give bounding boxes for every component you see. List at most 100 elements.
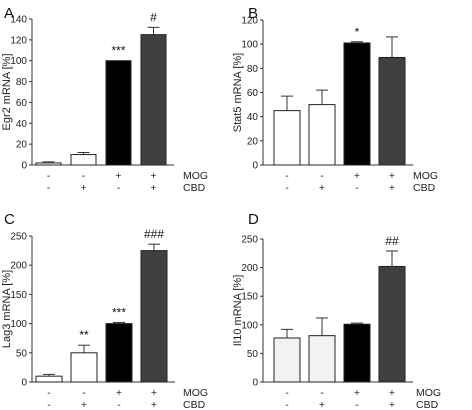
condition-sign: - <box>47 170 51 182</box>
y-tick-label: 20 <box>247 136 259 147</box>
condition-sign: - <box>82 170 86 182</box>
y-tick-label: 250 <box>241 235 258 246</box>
bar <box>308 104 336 166</box>
y-axis-label: Egr2 mRNA [%] <box>1 53 13 130</box>
y-tick-label: 120 <box>241 16 258 27</box>
condition-sign: + <box>319 182 325 194</box>
y-tick-label: 50 <box>16 348 28 359</box>
panel-label: C <box>4 211 15 228</box>
y-tick-label: 0 <box>252 378 258 389</box>
condition-sign: + <box>354 170 360 182</box>
y-tick-label: 100 <box>10 56 27 67</box>
condition-sign: - <box>285 387 289 399</box>
y-tick-label: 250 <box>10 232 27 243</box>
y-tick-label: 0 <box>21 378 27 389</box>
condition-sign: + <box>389 170 395 182</box>
significance-label: *** <box>111 44 125 58</box>
condition-sign: - <box>355 399 359 410</box>
condition-label: MOG <box>413 170 438 182</box>
condition-sign: + <box>389 399 395 410</box>
condition-sign: - <box>285 182 289 194</box>
condition-sign: - <box>47 387 51 399</box>
significance-label: *** <box>112 305 126 319</box>
y-tick-label: 80 <box>247 64 259 75</box>
significance-label: ### <box>144 227 164 241</box>
condition-label: CBD <box>183 399 206 410</box>
condition-sign: + <box>116 387 122 399</box>
condition-sign: + <box>115 170 121 182</box>
bar <box>343 42 371 166</box>
bar <box>70 154 97 166</box>
y-tick-label: 120 <box>10 35 27 46</box>
y-tick-label: 40 <box>16 119 28 130</box>
condition-sign: + <box>151 387 157 399</box>
condition-label: CBD <box>416 399 439 410</box>
y-tick-label: 50 <box>247 349 259 360</box>
y-axis-label: Lag3 mRNA [%] <box>1 270 13 348</box>
condition-sign: + <box>319 399 325 410</box>
condition-label: CBD <box>413 182 436 194</box>
significance-label: ** <box>79 328 89 342</box>
condition-sign: - <box>117 399 121 410</box>
y-axis-label: Stat5 mRNA [%] <box>232 53 244 132</box>
y-tick-label: 100 <box>241 40 258 51</box>
y-tick-label: 150 <box>241 292 258 303</box>
bar <box>140 250 168 383</box>
bar <box>35 162 62 166</box>
y-tick-label: 0 <box>252 161 258 172</box>
y-tick-label: 60 <box>16 98 28 109</box>
bar <box>378 265 406 383</box>
y-tick-label: 100 <box>241 320 258 331</box>
bar <box>140 34 167 166</box>
y-tick-label: 0 <box>21 161 27 172</box>
condition-sign: + <box>81 399 87 410</box>
condition-sign: - <box>47 182 51 194</box>
y-tick-label: 200 <box>10 261 27 272</box>
condition-sign: - <box>285 170 289 182</box>
bar <box>70 352 98 383</box>
condition-sign: - <box>82 387 86 399</box>
y-tick-label: 150 <box>10 290 27 301</box>
bar <box>105 323 133 383</box>
bar <box>35 375 63 383</box>
bar <box>273 337 301 383</box>
bar <box>378 56 406 166</box>
condition-sign: + <box>151 399 157 410</box>
bar <box>343 323 371 383</box>
panel-label: B <box>248 5 258 22</box>
condition-sign: - <box>117 182 121 194</box>
significance-label: ## <box>385 234 399 248</box>
bar <box>273 110 301 166</box>
y-tick-label: 140 <box>10 15 27 26</box>
condition-sign: + <box>80 182 86 194</box>
condition-sign: + <box>354 387 360 399</box>
condition-sign: - <box>285 399 289 410</box>
condition-sign: - <box>320 387 324 399</box>
y-tick-label: 100 <box>10 319 27 330</box>
y-tick-label: 60 <box>247 88 259 99</box>
condition-label: MOG <box>183 170 208 182</box>
condition-sign: - <box>320 170 324 182</box>
condition-sign: + <box>389 387 395 399</box>
significance-label: * <box>355 25 360 39</box>
bar <box>105 60 132 166</box>
condition-sign: - <box>355 182 359 194</box>
condition-sign: + <box>389 182 395 194</box>
y-axis-label: Il10 mRNA [%] <box>232 275 244 347</box>
y-tick-label: 80 <box>16 77 28 88</box>
y-tick-label: 200 <box>241 263 258 274</box>
condition-sign: + <box>150 182 156 194</box>
bar <box>308 335 336 383</box>
panel-label: D <box>248 211 259 228</box>
condition-sign: - <box>47 399 51 410</box>
panel-label: A <box>4 5 14 22</box>
condition-label: MOG <box>183 387 208 399</box>
condition-label: CBD <box>183 182 206 194</box>
condition-label: MOG <box>416 387 441 399</box>
significance-label: # <box>150 10 157 24</box>
